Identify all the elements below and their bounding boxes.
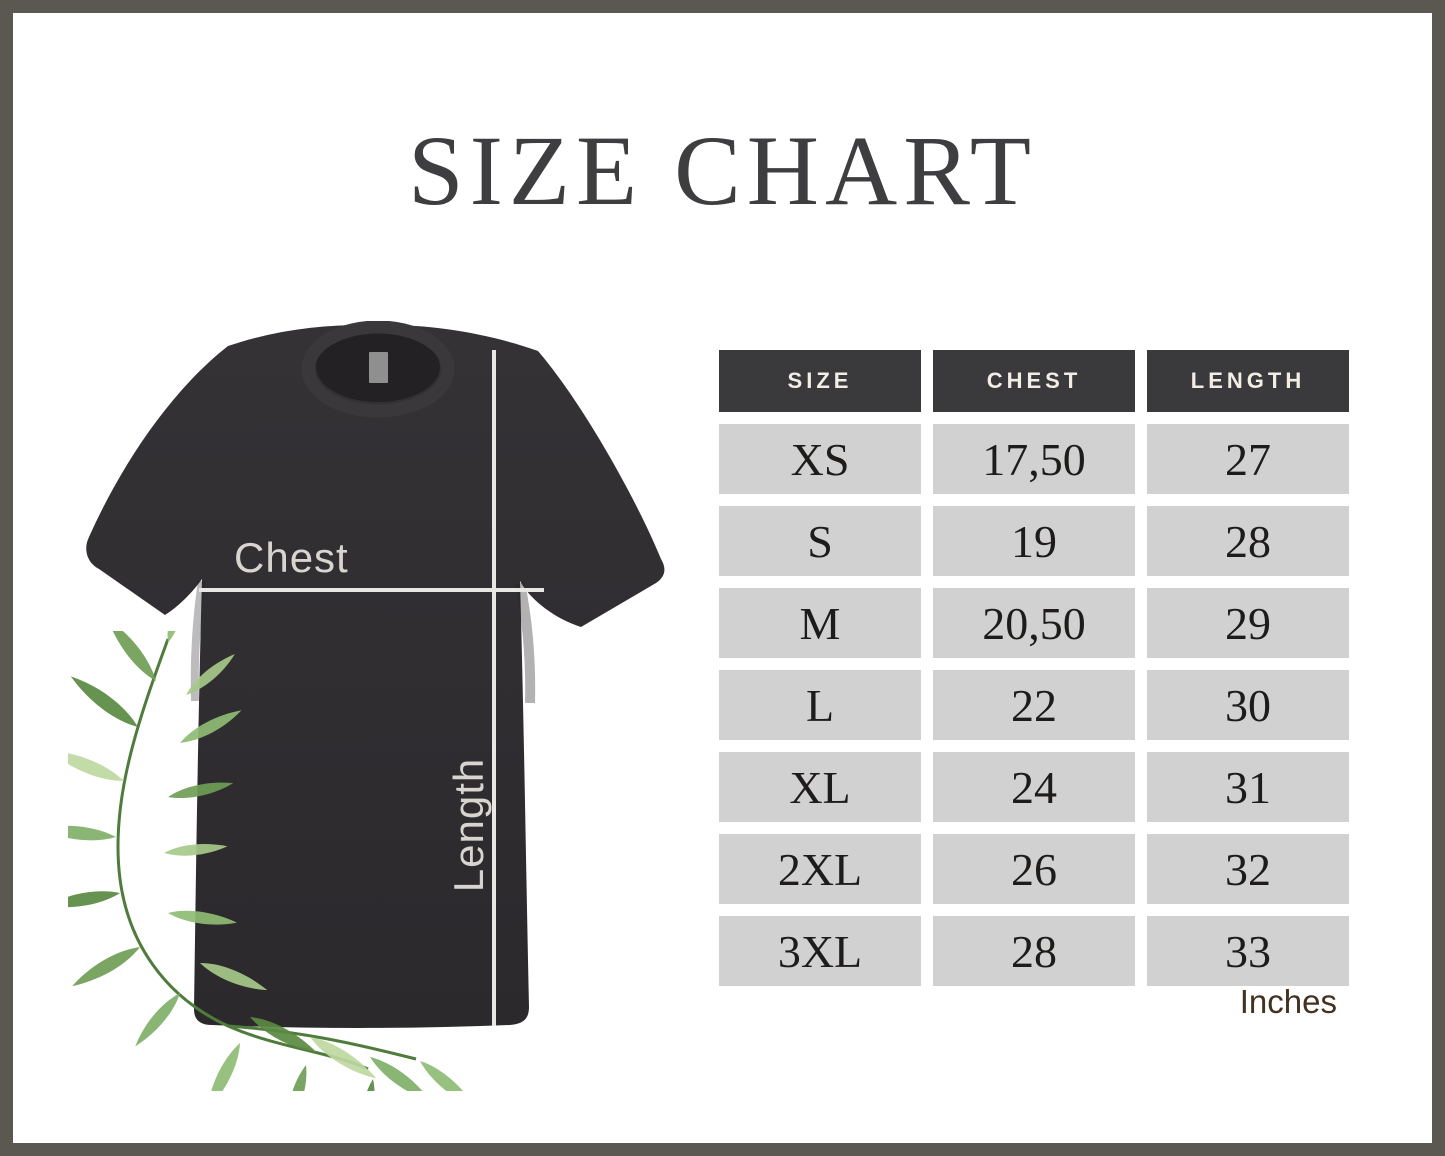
tshirt-collar-rib bbox=[301, 321, 455, 418]
row-2-length-cell: 29 bbox=[1147, 588, 1349, 658]
size-table: SIZE CHEST LENGTH XS 17,50 27 S 19 28 M … bbox=[719, 350, 1349, 986]
row-5-length-cell: 32 bbox=[1147, 834, 1349, 904]
row-3-size-cell: L bbox=[719, 670, 921, 740]
row-0-length-cell: 27 bbox=[1147, 424, 1349, 494]
row-3-length-cell: 30 bbox=[1147, 670, 1349, 740]
chest-measure-line bbox=[199, 588, 544, 592]
row-3-chest-cell: 22 bbox=[933, 670, 1135, 740]
row-5-size-cell: 2XL bbox=[719, 834, 921, 904]
chest-measure-label: Chest bbox=[234, 534, 349, 581]
length-measure-line bbox=[492, 350, 496, 1026]
row-6-chest-cell: 28 bbox=[933, 916, 1135, 986]
tshirt-underarm-shading bbox=[515, 582, 536, 704]
page-title: SIZE CHART bbox=[408, 115, 1037, 226]
row-0-chest-cell: 17,50 bbox=[933, 424, 1135, 494]
column-header-size: SIZE bbox=[719, 350, 921, 412]
stem bbox=[116, 638, 417, 1071]
row-2-size-cell: M bbox=[719, 588, 921, 658]
row-1-size-cell: S bbox=[719, 506, 921, 576]
row-4-chest-cell: 24 bbox=[933, 752, 1135, 822]
column-header-chest: CHEST bbox=[933, 350, 1135, 412]
tshirt-body bbox=[86, 324, 665, 1028]
tshirt-neck-label bbox=[369, 352, 388, 383]
leaves bbox=[68, 631, 468, 1091]
row-2-chest-cell: 20,50 bbox=[933, 588, 1135, 658]
row-1-chest-cell: 19 bbox=[933, 506, 1135, 576]
row-5-chest-cell: 26 bbox=[933, 834, 1135, 904]
row-6-size-cell: 3XL bbox=[719, 916, 921, 986]
greenery-branch-decoration bbox=[68, 631, 468, 1091]
row-6-length-cell: 33 bbox=[1147, 916, 1349, 986]
length-measure-label: Length bbox=[445, 757, 492, 893]
column-header-length: LENGTH bbox=[1147, 350, 1349, 412]
row-0-size-cell: XS bbox=[719, 424, 921, 494]
row-1-length-cell: 28 bbox=[1147, 506, 1349, 576]
tshirt-image bbox=[86, 321, 665, 1028]
row-4-size-cell: XL bbox=[719, 752, 921, 822]
row-4-length-cell: 31 bbox=[1147, 752, 1349, 822]
units-note: Inches bbox=[1239, 983, 1337, 1020]
